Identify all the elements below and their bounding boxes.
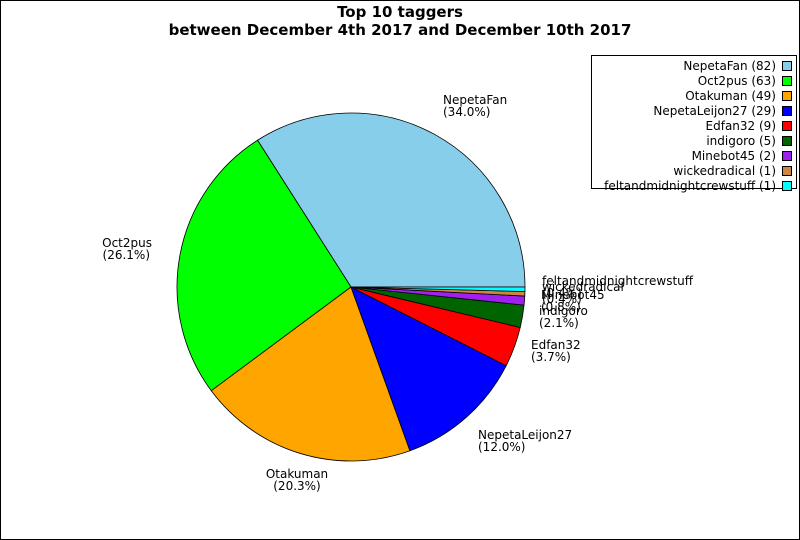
legend-swatch xyxy=(782,75,792,86)
slice-label-edfan32: Edfan32 xyxy=(531,338,581,352)
legend-swatch xyxy=(782,165,792,176)
legend-label: Otakuman (49) xyxy=(685,88,776,103)
slice-percent-indigoro: (2.1%) xyxy=(539,316,579,330)
legend-label: wickedradical (1) xyxy=(673,163,776,178)
legend-label: Minebot45 (2) xyxy=(691,148,776,163)
legend-item-feltandmidnightcrewstuff: feltandmidnightcrewstuff (1) xyxy=(592,178,796,193)
chart-title: Top 10 taggers xyxy=(337,3,463,21)
slice-label-nepetaleijon27: NepetaLeijon27 xyxy=(478,428,572,442)
legend-item-minebot45: Minebot45 (2) xyxy=(592,148,796,163)
slice-label-oct2pus: Oct2pus xyxy=(102,236,152,250)
legend-swatch xyxy=(782,105,792,116)
chart-title-block: Top 10 taggers between December 4th 2017… xyxy=(1,3,799,39)
slice-percent-minebot45: (0.8%) xyxy=(541,300,581,314)
slice-label-minebot45: Minebot45 xyxy=(541,288,605,302)
legend-item-otakuman: Otakuman (49) xyxy=(592,88,796,103)
pie-slice-nepetaleijon27 xyxy=(350,286,507,452)
chart-legend: NepetaFan (82) Oct2pus (63) Otakuman (49) N… xyxy=(591,55,797,193)
legend-label: Edfan32 (9) xyxy=(705,118,776,133)
legend-item-edfan32: Edfan32 (9) xyxy=(592,118,796,133)
slice-percent-otakuman: (20.3%) xyxy=(273,479,320,493)
legend-item-indigoro: indigoro (5) xyxy=(592,133,796,148)
legend-item-nepetaleijon27: NepetaLeijon27 (29) xyxy=(592,103,796,118)
legend-item-wickedradical: wickedradical (1) xyxy=(592,163,796,178)
legend-swatch xyxy=(782,150,792,161)
slice-label-indigoro: indigoro xyxy=(539,304,588,318)
legend-swatch xyxy=(782,120,792,131)
pie-slice-feltandmidnightcrewstuff xyxy=(350,286,526,292)
legend-swatch xyxy=(782,90,792,101)
slice-percent-oct2pus: (26.1%) xyxy=(103,248,150,262)
slice-percent-feltandmidnightcrewstuff: (0.4%) xyxy=(542,286,582,300)
slice-label-otakuman: Otakuman xyxy=(266,467,328,481)
pie-slice-nepetafan xyxy=(256,112,526,288)
slice-label-feltandmidnightcrewstuff: feltandmidnightcrewstuff xyxy=(542,274,694,288)
legend-item-nepetafan: NepetaFan (82) xyxy=(592,58,796,73)
slice-percent-edfan32: (3.7%) xyxy=(531,350,571,364)
slice-percent-nepetafan: (34.0%) xyxy=(443,105,490,119)
slice-percent-wickedradical: (0.4%) xyxy=(542,292,582,306)
legend-swatch xyxy=(782,60,792,71)
slice-label-nepetafan: NepetaFan xyxy=(443,93,507,107)
legend-label: NepetaLeijon27 (29) xyxy=(653,103,776,118)
pie-slice-otakuman xyxy=(210,286,411,462)
legend-label: indigoro (5) xyxy=(706,133,776,148)
slice-percent-nepetaleijon27: (12.0%) xyxy=(478,440,525,454)
pie-slice-oct2pus xyxy=(176,139,352,392)
legend-label: Oct2pus (63) xyxy=(697,73,776,88)
legend-label: feltandmidnightcrewstuff (1) xyxy=(604,178,776,193)
legend-swatch xyxy=(782,135,792,146)
slice-label-wickedradical: wickedradical xyxy=(542,280,624,294)
chart-subtitle: between December 4th 2017 and December 1… xyxy=(168,21,632,39)
legend-swatch xyxy=(782,180,792,191)
legend-item-oct2pus: Oct2pus (63) xyxy=(592,73,796,88)
legend-label: NepetaFan (82) xyxy=(683,58,776,73)
